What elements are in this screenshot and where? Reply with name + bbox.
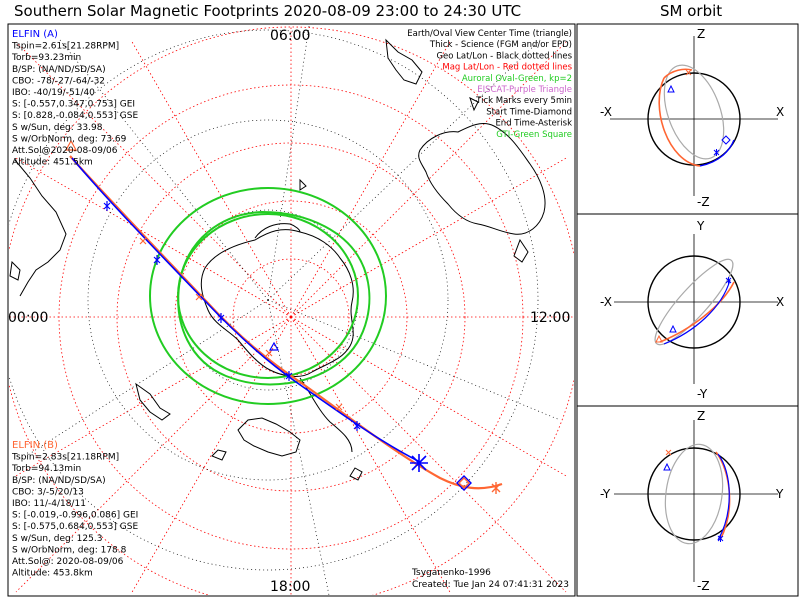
elfin-a-info-line: Att.Sol@2020-08-09/06 [12,146,118,156]
orbit-panel-1-left: -X [600,105,612,119]
orbit-panel-3-bottom: -Z [697,579,710,593]
elfin-a-info-line: Torb=93.23min [11,53,81,63]
mlt-label-left: 00:00 [8,310,48,326]
elfin-b-info-line: IBO: 11/-4/18/11 [12,499,86,509]
elfin-b-info-line: S w/Sun, deg: 125.3 [12,534,102,544]
orbit-panel-1-bottom: -Z [697,195,710,209]
elfin-b-info-line: Altitude: 453.8km [12,569,93,579]
created-timestamp: Created: Tue Jan 24 07:41:31 2023 [412,580,569,590]
elfin-b-title: ELFIN (B) [12,440,58,451]
orbit-panel-3-right: Y [775,487,784,501]
elfin-b-info-line: Tspin=2.83s[21.18RPM] [11,453,119,463]
legend-item: Auroral Oval-Green, kp=2 [462,74,572,84]
elfin-b-info: ELFIN (B) Tspin=2.83s[21.18RPM]Torb=94.13… [11,440,138,579]
orbit-panel-2-bottom: -Y [697,387,708,401]
mlt-label-top: 06:00 [270,28,310,44]
elfin-a-ticks [103,201,428,472]
elfin-a-info-line: CBO: -78/-27/-64/-32 [12,76,105,86]
orbit-panel-yz-frame [576,405,799,597]
map-legend: Earth/Oval View Center Time (triangle)Th… [407,29,572,140]
start-time-diamonds [456,475,472,491]
orbit-panel-2-right: X [776,295,784,309]
elfin-b-info-line: CBO: 3/-5/20/13 [12,487,84,497]
legend-item: Start Time-Diamond [486,107,572,117]
elfin-a-end-asterisk [410,454,428,472]
legend-item: End Time-Asterisk [495,119,572,129]
elfin-b-info-line: Torb=94.13min [11,464,81,474]
elfin-a-info-line: Tspin=2.61s[21.28RPM] [11,42,119,52]
elfin-a-info-line: IBO: -40/19/-51/40 [12,88,95,98]
view-center-triangles [64,139,280,351]
elfin-a-info-line: S w/OrbNorm, deg: 73.69 [12,134,127,144]
orbit-panel-xz: Z -Z -X X [600,27,784,209]
legend-item: Thick - Science (FGM and/or EPD) [429,40,572,50]
legend-item: EISCAT-Purple Triangle [477,85,572,95]
orbit-panel-xy-frame [576,213,799,407]
legend-item: Tick Marks every 5min [475,96,572,106]
orbit-panel-2-left: -X [600,295,612,309]
geo-lon-grid [19,25,561,595]
mlt-label-bottom: 18:00 [270,579,310,595]
legend-item: Geo Lat/Lon - Black dotted lines [436,51,572,61]
legend-item: Earth/Oval View Center Time (triangle) [407,29,572,39]
antarctica-coastline [200,223,354,461]
elfin-a-info-line: B/SP: (NA/ND/SD/SA) [12,65,106,75]
elfin-b-info-line: S: [-0.575,0.684,0.553] GSE [12,522,138,532]
elfin-a-title: ELFIN (A) [12,29,58,40]
orbit-panel-3-top: Z [697,409,705,423]
page-title: Southern Solar Magnetic Footprints 2020-… [14,2,522,20]
elfin-a-info-line: S w/Sun, deg: 33.98 [12,123,103,133]
orbit-panel-yz: Z -Z -Y Y [600,409,784,593]
elfin-b-ticks [139,237,501,494]
elfin-b-info-line: S: [-0.019,-0.996,0.086] GEI [12,511,138,521]
elfin-a-info-line: S: [-0.557,0.347,0.753] GEI [12,100,135,110]
map-frame [7,23,576,597]
legend-item: Mag Lat/Lon - Red dotted lines [442,63,572,73]
orbit-panel-1-right: X [776,105,784,119]
auroral-oval [149,187,387,405]
island-coastlines [299,97,479,481]
australia-coastline [385,38,546,263]
orbit-panel-3-left: -Y [600,487,611,501]
orbit-panel-2-top: Y [696,219,705,233]
mlt-label-right: 12:00 [530,310,570,326]
orbit-title: SM orbit [660,2,723,20]
elfin-b-info-line: S w/OrbNorm, deg: 178.8 [12,545,127,555]
legend-item: GTI-Green Square [496,130,572,140]
south-america-coastline [9,159,171,421]
model-credit: Tsyganenko-1996 [411,568,491,578]
orbit-panel-1-top: Z [697,27,705,41]
elfin-a-info-line: S: [0.828,-0.084,0.553] GSE [12,111,138,121]
orbit-panel-xy: Y -Y -X X [600,219,784,401]
elfin-b-info-line: B/SP: (NA/ND/SD/SA) [12,476,106,486]
elfin-b-track [69,155,503,490]
elfin-b-info-line: Att.Sol@: 2020-08-09/06 [12,557,124,567]
elfin-a-info-line: Altitude: 451.5km [12,158,93,168]
mag-lon-grid [9,25,574,595]
elfin-a-info: ELFIN (A) Tspin=2.61s[21.28RPM]Torb=93.23… [11,29,138,168]
